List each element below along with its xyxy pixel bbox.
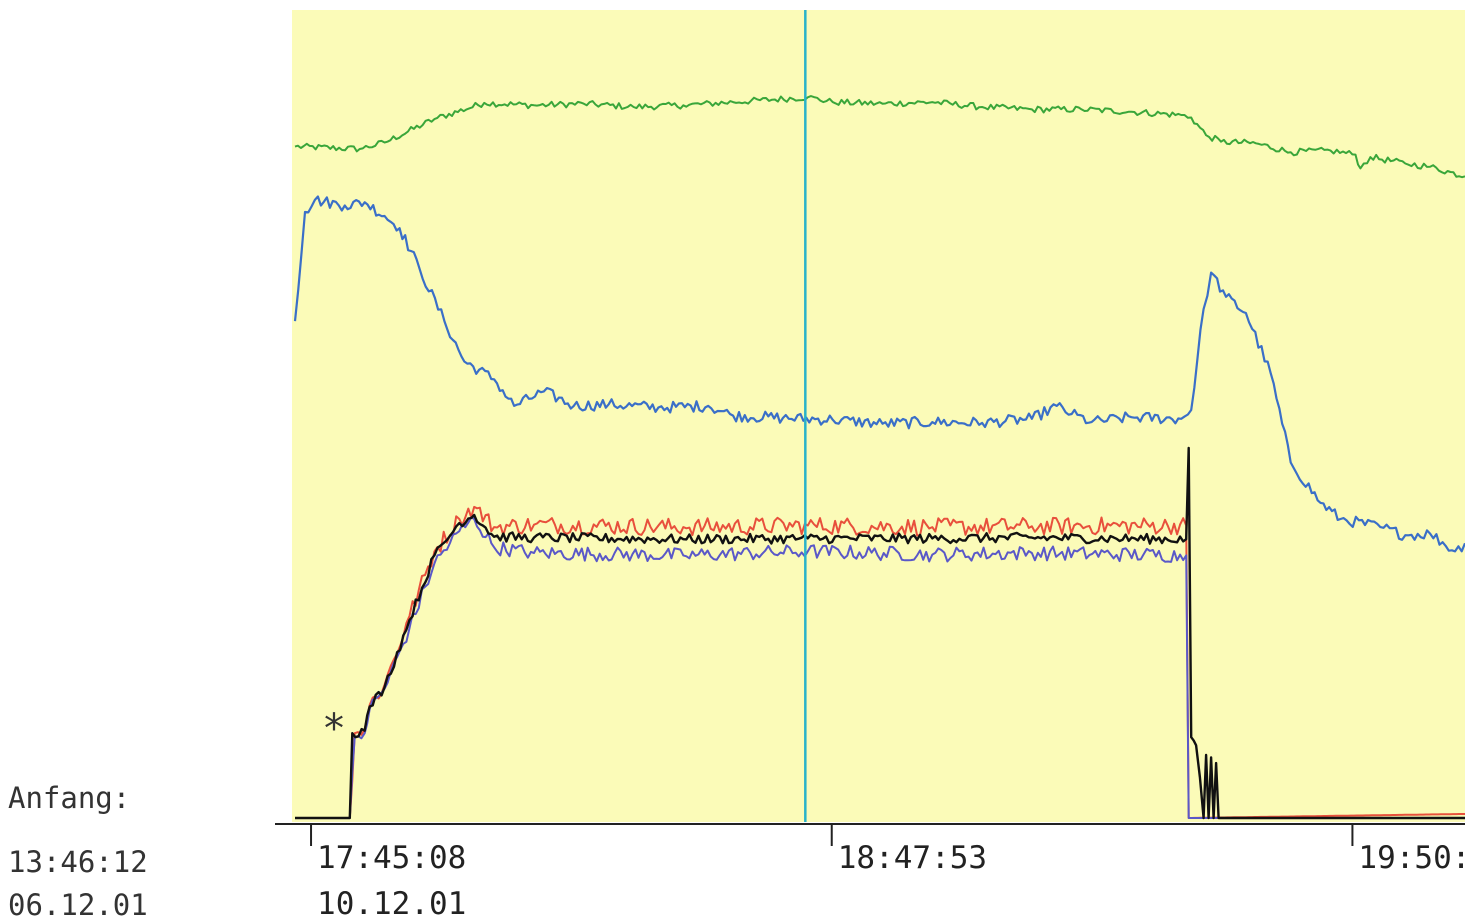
x-tick-label: 18:47:53 xyxy=(838,840,987,876)
series-line-5 xyxy=(295,446,1465,820)
plot-area xyxy=(292,10,1465,822)
series-line-2 xyxy=(293,195,1465,553)
x-tick-label: 17:45:08 xyxy=(317,840,466,876)
start-time: 13:46:12 xyxy=(8,845,148,879)
start-date: 06.12.01 xyxy=(8,888,148,922)
x-start-date-label: 10.12.01 xyxy=(317,886,466,922)
start-label: Anfang: xyxy=(8,781,130,815)
x-tick-label: 19:50:38 xyxy=(1358,840,1465,876)
series-layer xyxy=(293,95,1465,820)
series-line-1 xyxy=(294,95,1465,179)
asterisk-marker: * xyxy=(324,706,344,752)
